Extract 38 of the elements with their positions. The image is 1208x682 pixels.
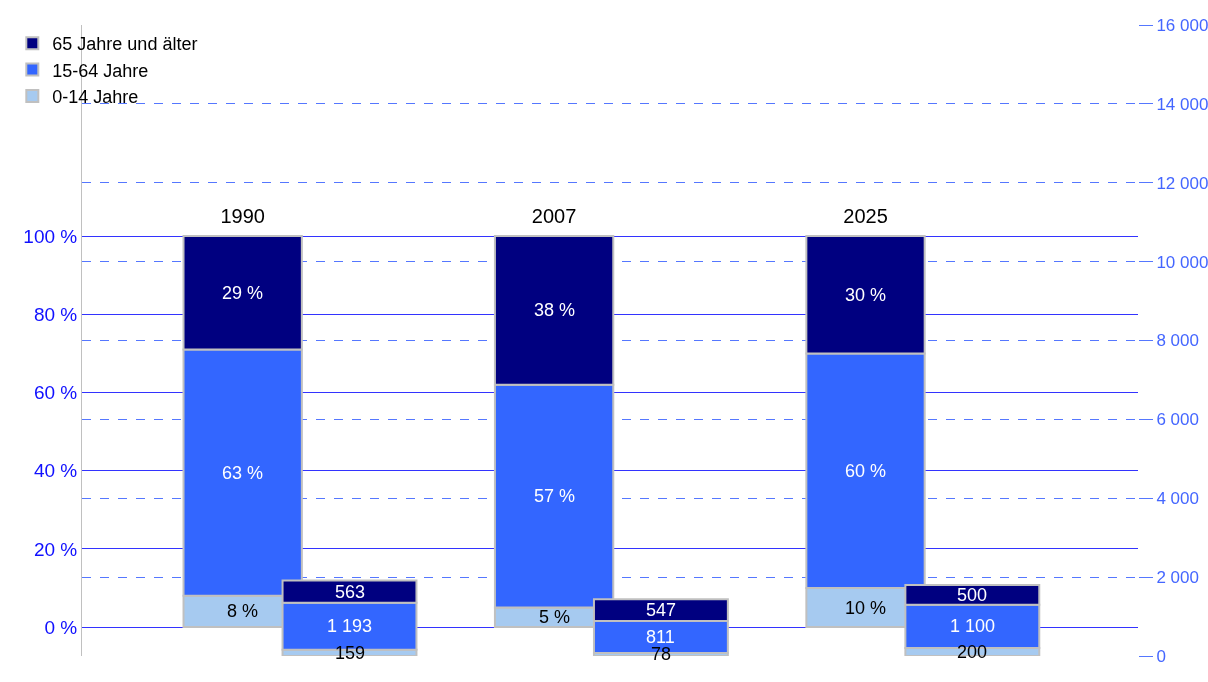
y2-tick-label: 12 000 [1156,173,1208,193]
y2-tick-label: 16 000 [1156,15,1208,35]
legend-label: 0-14 Jahre [52,87,139,108]
y2-tick-label: 6 000 [1156,410,1199,430]
data-label: 5 % [539,607,571,627]
data-label: 60 % [845,461,887,481]
y2-tick-label: 4 000 [1156,489,1199,509]
data-label: 563 [335,582,366,602]
data-label: 57 % [534,486,576,506]
y-tick-label: 80 % [33,303,78,325]
data-label: 1 100 [950,616,996,636]
legend-label: 65 Jahre und älter [52,34,198,55]
x-tick-label: 2025 [843,204,888,227]
data-label: 10 % [845,598,887,618]
y-tick-label: 20 % [33,538,78,560]
data-label: 811 [646,627,675,647]
y-tick-label: 60 % [33,382,78,404]
x-tick-label: 1990 [220,204,265,227]
data-label: 547 [646,600,677,620]
y2-tick-label: 2 000 [1156,568,1199,588]
y2-tick-label: 14 000 [1156,94,1208,114]
data-label: 159 [335,643,366,663]
data-label: 38 % [534,300,576,320]
data-label: 200 [957,642,988,662]
y2-tick-label: 10 000 [1156,252,1208,272]
y2-tick-label: 8 000 [1156,331,1199,351]
data-label: 63 % [222,463,264,483]
y-tick-label: 0 % [44,616,78,638]
y-tick-label: 40 % [33,460,78,482]
y2-tick-label: 0 [1156,646,1166,666]
data-label: 30 % [845,285,887,305]
x-tick-label: 2007 [531,204,577,227]
y-tick-label: 100 % [23,225,78,247]
data-label: 500 [957,585,988,605]
data-label: 1 193 [327,616,373,636]
data-label: 29 % [222,283,264,303]
legend-label: 15-64 Jahre [52,60,149,81]
data-label: 8 % [227,601,259,621]
